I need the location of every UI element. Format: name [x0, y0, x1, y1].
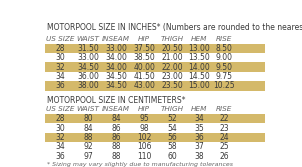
Text: 33.00: 33.00: [105, 44, 127, 53]
Text: MOTORPOOL SIZE IN CENTIMETERS*: MOTORPOOL SIZE IN CENTIMETERS*: [47, 96, 186, 105]
Text: HEM: HEM: [191, 36, 207, 42]
Text: 35: 35: [194, 124, 204, 133]
Text: 92: 92: [83, 142, 93, 151]
Text: 23.50: 23.50: [162, 81, 183, 90]
Text: THIGH: THIGH: [161, 106, 184, 112]
Text: 86: 86: [111, 124, 121, 133]
Text: 28: 28: [56, 114, 65, 123]
Text: 23: 23: [219, 124, 229, 133]
Text: HIP: HIP: [138, 36, 150, 42]
Bar: [45, 152, 265, 161]
Text: 58: 58: [168, 142, 177, 151]
Text: 84: 84: [83, 124, 93, 133]
Text: 8.50: 8.50: [215, 44, 232, 53]
Text: 52: 52: [168, 114, 177, 123]
Text: 34.50: 34.50: [105, 81, 127, 90]
Text: 34.50: 34.50: [105, 72, 127, 81]
Text: 88: 88: [111, 142, 121, 151]
Text: 28: 28: [56, 44, 65, 53]
Text: 34.50: 34.50: [77, 62, 99, 71]
Text: 36: 36: [56, 81, 66, 90]
Text: 9.75: 9.75: [215, 72, 232, 81]
Text: 102: 102: [137, 133, 151, 142]
Text: HEM: HEM: [191, 106, 207, 112]
Text: 34: 34: [194, 114, 204, 123]
Text: RISE: RISE: [216, 106, 232, 112]
Text: HIP: HIP: [138, 106, 150, 112]
Text: 31.50: 31.50: [77, 44, 99, 53]
Text: 38: 38: [194, 152, 204, 161]
Text: 34: 34: [56, 142, 66, 151]
Text: WAIST: WAIST: [77, 36, 99, 42]
Text: 106: 106: [137, 142, 152, 151]
Text: 22.00: 22.00: [162, 62, 183, 71]
Text: 10.25: 10.25: [213, 81, 235, 90]
Text: 9.00: 9.00: [215, 53, 232, 62]
Text: 24: 24: [219, 133, 229, 142]
Text: 14.50: 14.50: [188, 72, 210, 81]
Text: 56: 56: [167, 133, 177, 142]
Text: 97: 97: [83, 152, 93, 161]
Text: 34.00: 34.00: [105, 62, 127, 71]
Text: 43.00: 43.00: [133, 81, 155, 90]
Text: 110: 110: [137, 152, 151, 161]
Text: 9.50: 9.50: [215, 62, 232, 71]
Text: 80: 80: [83, 114, 93, 123]
Text: 37.50: 37.50: [133, 44, 155, 53]
Text: 30: 30: [56, 53, 66, 62]
Text: 37: 37: [194, 142, 204, 151]
Text: WAIST: WAIST: [77, 106, 99, 112]
Text: INSEAM: INSEAM: [102, 106, 130, 112]
Text: 60: 60: [167, 152, 177, 161]
Text: 13.00: 13.00: [188, 44, 210, 53]
Text: 34.00: 34.00: [105, 53, 127, 62]
Text: 36: 36: [56, 152, 66, 161]
Text: 26: 26: [219, 152, 229, 161]
Text: 54: 54: [167, 124, 177, 133]
Text: * Sizing may vary slightly due to manufacturing tolerances: * Sizing may vary slightly due to manufa…: [47, 162, 233, 167]
Text: 36: 36: [194, 133, 204, 142]
Text: 40.00: 40.00: [133, 62, 155, 71]
Text: 88: 88: [111, 152, 121, 161]
Text: 23.00: 23.00: [162, 72, 183, 81]
Text: 41.50: 41.50: [133, 72, 155, 81]
Text: US SIZE: US SIZE: [46, 36, 75, 42]
Text: MOTORPOOL SIZE IN INCHES* (Numbers are rounded to the nearest tenth): MOTORPOOL SIZE IN INCHES* (Numbers are r…: [47, 23, 302, 32]
Text: 38.00: 38.00: [77, 81, 99, 90]
Text: 32: 32: [56, 62, 65, 71]
Text: 34: 34: [56, 72, 66, 81]
Text: 21.00: 21.00: [162, 53, 183, 62]
Text: US SIZE: US SIZE: [46, 106, 75, 112]
Bar: [45, 81, 265, 91]
Text: 98: 98: [140, 124, 149, 133]
Bar: [45, 62, 265, 72]
Text: INSEAM: INSEAM: [102, 36, 130, 42]
Text: 86: 86: [111, 133, 121, 142]
Text: 22: 22: [219, 114, 229, 123]
Text: RISE: RISE: [216, 36, 232, 42]
Text: 13.50: 13.50: [188, 53, 210, 62]
Text: 32: 32: [56, 133, 65, 142]
Text: 25: 25: [219, 142, 229, 151]
Text: 38.50: 38.50: [133, 53, 155, 62]
Bar: [45, 133, 265, 142]
Text: 36.00: 36.00: [77, 72, 99, 81]
Text: 33.00: 33.00: [77, 53, 99, 62]
Text: 20.50: 20.50: [162, 44, 183, 53]
Text: 88: 88: [83, 133, 93, 142]
Text: 30: 30: [56, 124, 66, 133]
Text: 84: 84: [111, 114, 121, 123]
Bar: [45, 114, 265, 123]
Text: 15.00: 15.00: [188, 81, 210, 90]
Text: 95: 95: [139, 114, 149, 123]
Text: 14.00: 14.00: [188, 62, 210, 71]
Bar: [45, 44, 265, 53]
Text: THIGH: THIGH: [161, 36, 184, 42]
